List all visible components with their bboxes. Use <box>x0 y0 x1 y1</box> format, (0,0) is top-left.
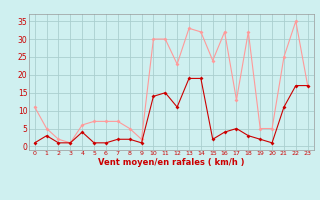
X-axis label: Vent moyen/en rafales ( km/h ): Vent moyen/en rafales ( km/h ) <box>98 158 244 167</box>
